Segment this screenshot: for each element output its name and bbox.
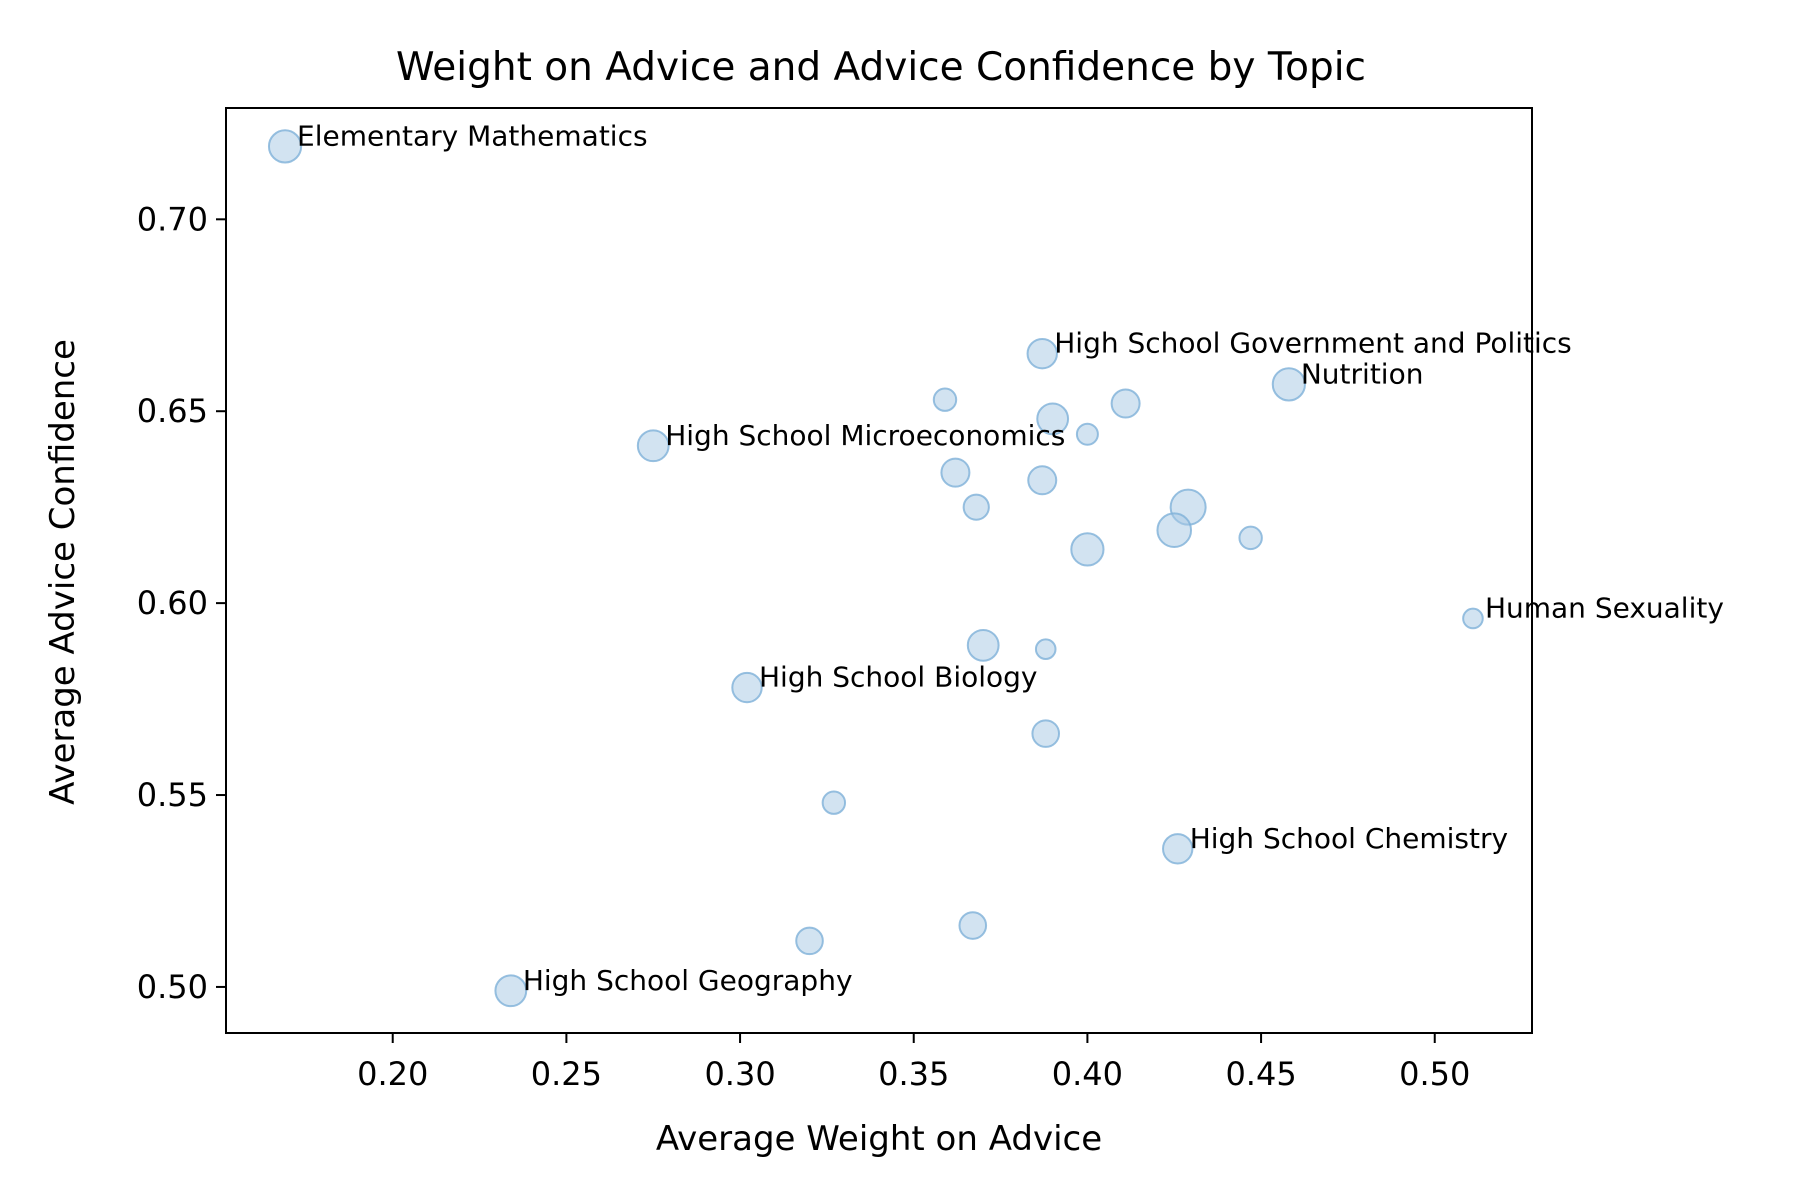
data-point <box>1462 607 1484 630</box>
x-tick-label: 0.40 <box>1052 1055 1123 1093</box>
data-point <box>966 628 1000 662</box>
data-point <box>1031 719 1061 748</box>
x-tick-label: 0.20 <box>357 1055 428 1093</box>
x-tick-label: 0.30 <box>704 1055 775 1093</box>
y-tick-label: 0.65 <box>137 392 208 430</box>
x-axis: 0.20 0.25 0.30 0.35 0.40 0.45 0.50 <box>357 1033 1470 1093</box>
data-point <box>1075 422 1099 446</box>
point-annotation: Human Sexuality <box>1485 591 1724 624</box>
data-point <box>1070 532 1105 567</box>
chart-title: Weight on Advice and Advice Confidence b… <box>396 45 1366 90</box>
data-point <box>1110 388 1141 419</box>
annotations-layer: Elementary Mathematics High School Govern… <box>297 119 1724 996</box>
data-point <box>1027 465 1058 496</box>
y-axis: 0.50 0.55 0.60 0.65 0.70 <box>137 200 226 1006</box>
data-point <box>932 387 958 412</box>
data-point <box>1271 367 1306 402</box>
data-point <box>1026 337 1058 370</box>
x-tick-label: 0.50 <box>1399 1055 1470 1093</box>
data-point <box>267 129 303 164</box>
points-layer <box>267 129 1484 1008</box>
data-point <box>821 790 847 815</box>
data-point <box>1162 833 1194 865</box>
point-annotation: High School Government and Politics <box>1054 327 1572 360</box>
data-point <box>1036 402 1070 436</box>
point-annotation: Elementary Mathematics <box>297 119 648 152</box>
data-point <box>962 493 990 521</box>
x-tick-label: 0.45 <box>1225 1055 1296 1093</box>
point-annotation: High School Chemistry <box>1190 822 1508 855</box>
x-tick-label: 0.25 <box>531 1055 602 1093</box>
y-tick-label: 0.55 <box>137 776 208 814</box>
data-point <box>1034 638 1057 660</box>
y-tick-label: 0.50 <box>137 968 208 1006</box>
y-tick-label: 0.70 <box>137 200 208 238</box>
point-annotation: High School Biology <box>759 661 1037 694</box>
x-tick-label: 0.35 <box>878 1055 949 1093</box>
point-annotation: High School Microeconomics <box>665 419 1065 452</box>
plot-frame <box>225 107 1533 1034</box>
x-axis-label: Average Weight on Advice <box>656 1119 1102 1159</box>
point-annotation: Nutrition <box>1301 357 1424 390</box>
y-tick-label: 0.60 <box>137 584 208 622</box>
point-annotation: High School Geography <box>523 964 853 997</box>
data-point <box>1238 525 1263 551</box>
data-point <box>795 926 824 956</box>
data-point <box>731 671 763 704</box>
y-axis-label: Average Advice Confidence <box>43 339 83 805</box>
data-point <box>958 911 988 940</box>
data-point <box>940 457 971 488</box>
data-point <box>494 974 528 1008</box>
data-point <box>1156 512 1193 548</box>
data-point <box>636 429 670 463</box>
